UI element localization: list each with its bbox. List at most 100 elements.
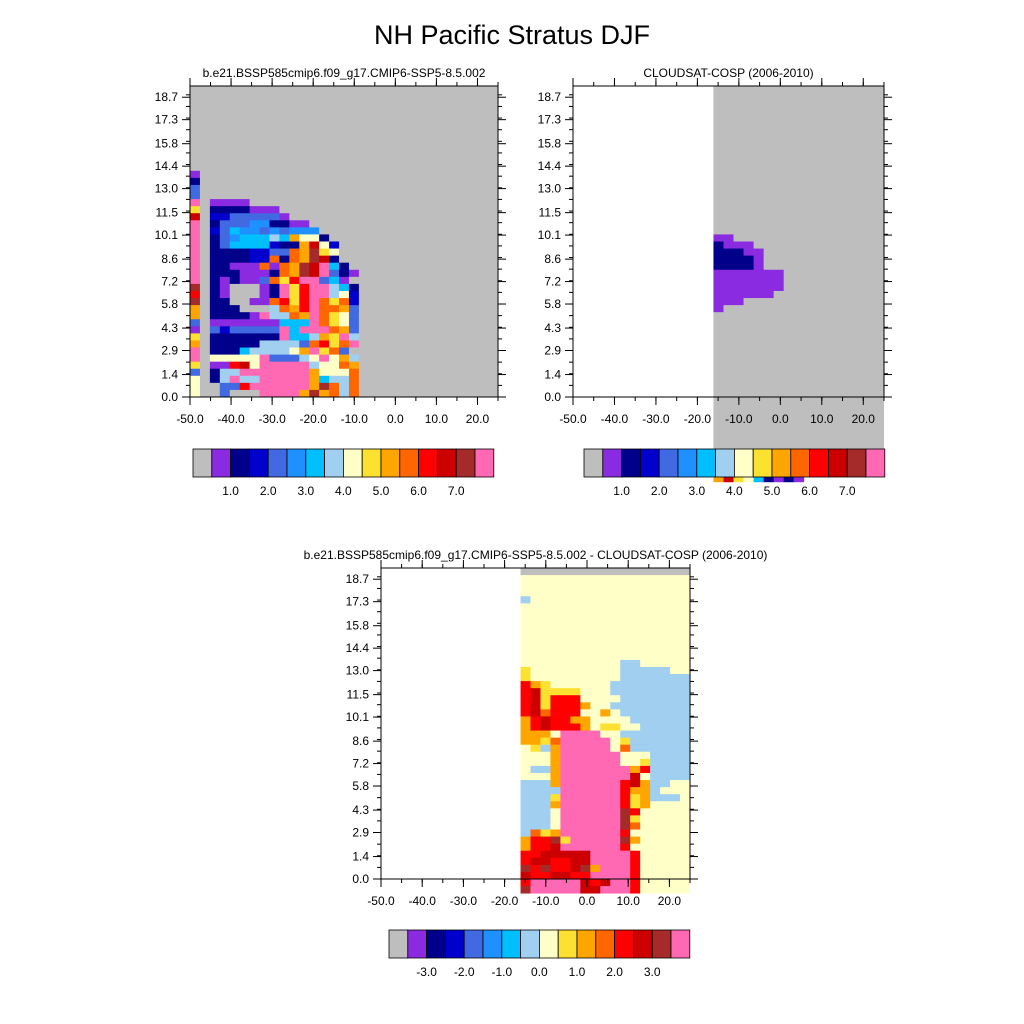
heatmap-cell bbox=[259, 312, 270, 320]
heatmap-cell bbox=[190, 86, 201, 94]
heatmap-cell bbox=[279, 93, 290, 101]
heatmap-cell bbox=[570, 751, 581, 760]
heatmap-cell bbox=[368, 382, 380, 391]
heatmap-cell bbox=[279, 340, 290, 348]
heatmap-cell bbox=[378, 319, 390, 327]
heatmap-cell bbox=[408, 142, 419, 151]
heatmap-cell bbox=[863, 121, 875, 129]
heatmap-cell bbox=[733, 305, 744, 313]
heatmap-cell bbox=[550, 575, 561, 583]
heatmap-cell bbox=[610, 666, 621, 675]
heatmap-cell bbox=[853, 177, 865, 186]
colorbar-swatch bbox=[520, 929, 540, 959]
heatmap-cell bbox=[803, 298, 815, 306]
heatmap-cell bbox=[378, 100, 390, 108]
heatmap-cell bbox=[640, 850, 651, 859]
heatmap-cell bbox=[813, 234, 825, 242]
heatmap-cell bbox=[680, 836, 690, 845]
heatmap-cell bbox=[219, 234, 231, 242]
heatmap-cell bbox=[680, 822, 690, 830]
heatmap-cell bbox=[299, 177, 310, 186]
heatmap-cell bbox=[209, 220, 221, 228]
heatmap-cell bbox=[319, 121, 330, 129]
heatmap-cell bbox=[488, 121, 498, 129]
heatmap-cell bbox=[843, 319, 855, 327]
heatmap-cell bbox=[530, 780, 541, 788]
heatmap-cell bbox=[873, 177, 884, 186]
heatmap-cell bbox=[743, 432, 754, 440]
heatmap-cell bbox=[763, 333, 775, 341]
heatmap-cell bbox=[590, 787, 601, 795]
heatmap-cell bbox=[630, 652, 641, 661]
heatmap-cell bbox=[339, 269, 350, 278]
heatmap-cell bbox=[610, 688, 621, 696]
heatmap-cell bbox=[438, 276, 449, 285]
heatmap-cell bbox=[289, 248, 300, 257]
heatmap-cell bbox=[743, 86, 754, 94]
heatmap-cell bbox=[319, 192, 330, 200]
heatmap-cell bbox=[753, 220, 765, 228]
heatmap-cell bbox=[783, 312, 795, 320]
heatmap-cell bbox=[863, 283, 875, 292]
heatmap-cell bbox=[468, 340, 479, 348]
heatmap-cell bbox=[813, 319, 825, 327]
heatmap-cell bbox=[388, 163, 400, 172]
heatmap-cell bbox=[863, 100, 875, 108]
heatmap-cell bbox=[743, 382, 754, 391]
heatmap-cell bbox=[199, 354, 211, 363]
heatmap-cell bbox=[763, 375, 775, 384]
heatmap-cell bbox=[833, 368, 845, 377]
heatmap-cell bbox=[670, 695, 681, 703]
heatmap-cell bbox=[348, 121, 360, 129]
heatmap-cell bbox=[560, 850, 571, 859]
heatmap-cell bbox=[640, 645, 651, 654]
heatmap-cell bbox=[713, 93, 724, 101]
heatmap-cell bbox=[348, 375, 360, 384]
y-tick-label: 13.0 bbox=[346, 664, 370, 678]
heatmap-cell bbox=[269, 326, 280, 334]
heatmap-cell bbox=[713, 276, 724, 285]
heatmap-cell bbox=[540, 850, 551, 859]
heatmap-cell bbox=[560, 688, 571, 696]
heatmap-cell bbox=[793, 439, 805, 447]
heatmap-cell bbox=[289, 213, 300, 221]
heatmap-cell bbox=[259, 319, 270, 327]
heatmap-cell bbox=[570, 871, 581, 880]
heatmap-cell bbox=[299, 340, 310, 348]
heatmap-cell bbox=[743, 340, 754, 348]
heatmap-cell bbox=[269, 375, 280, 384]
heatmap-cell bbox=[458, 156, 469, 165]
heatmap-cell bbox=[309, 107, 320, 115]
heatmap-cell bbox=[803, 354, 815, 363]
heatmap-cell bbox=[823, 206, 835, 214]
heatmap-cell bbox=[520, 751, 531, 760]
heatmap-cell bbox=[368, 177, 380, 186]
heatmap-cell bbox=[339, 86, 350, 94]
heatmap-cell bbox=[723, 177, 734, 186]
heatmap-cell bbox=[239, 170, 251, 179]
heatmap-cell bbox=[823, 375, 835, 384]
heatmap-cell bbox=[753, 248, 765, 257]
heatmap-cell bbox=[199, 128, 211, 136]
heatmap-cell bbox=[733, 354, 744, 363]
heatmap-cell bbox=[873, 142, 884, 151]
heatmap-cell bbox=[620, 709, 631, 717]
heatmap-cell bbox=[219, 128, 231, 136]
heatmap-cell bbox=[743, 298, 754, 306]
heatmap-cell bbox=[408, 354, 419, 363]
heatmap-cell bbox=[418, 156, 429, 165]
heatmap-cell bbox=[823, 305, 835, 313]
heatmap-cell bbox=[733, 121, 744, 129]
heatmap-cell bbox=[590, 737, 601, 746]
heatmap-cell bbox=[269, 319, 280, 327]
heatmap-cell bbox=[550, 871, 561, 880]
heatmap-cell bbox=[590, 624, 601, 633]
heatmap-cell bbox=[813, 114, 825, 122]
heatmap-cell bbox=[793, 326, 805, 334]
colorbar-label: 7.0 bbox=[839, 484, 856, 498]
heatmap-cell bbox=[408, 86, 419, 94]
heatmap-cell bbox=[763, 234, 775, 242]
heatmap-cell bbox=[783, 206, 795, 214]
heatmap-cell bbox=[650, 596, 661, 604]
heatmap-cell bbox=[209, 100, 221, 108]
